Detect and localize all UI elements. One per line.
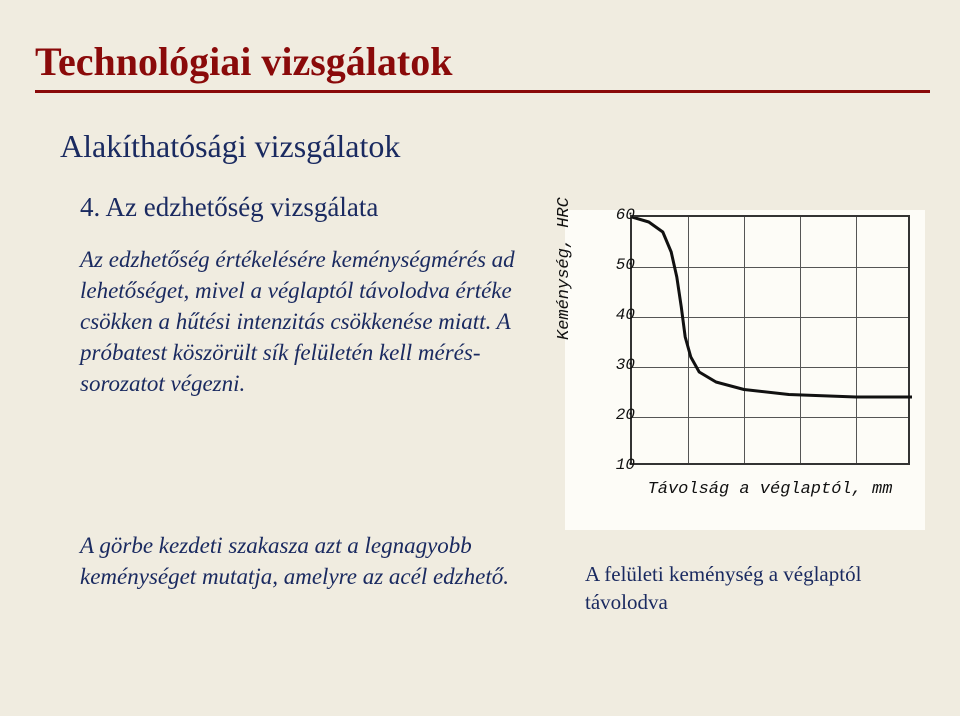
chart-y-tick: 20 <box>616 406 635 424</box>
chart-y-tick: 10 <box>616 456 635 474</box>
chart-container: Keménység, HRC 102030405060 Távolság a v… <box>565 210 925 530</box>
page-title: Technológiai vizsgálatok <box>35 38 452 85</box>
paragraph-2: A görbe kezdeti szakasza azt a legnagyob… <box>80 530 525 592</box>
chart-plot-area <box>630 215 910 465</box>
subtitle: Alakíthatósági vizsgálatok <box>60 128 400 165</box>
paragraph-1: Az edzhetőség értékelésére keménységméré… <box>80 244 525 399</box>
chart-y-tick: 60 <box>616 206 635 224</box>
chart-curve <box>632 217 912 467</box>
title-underline <box>35 90 930 93</box>
chart-x-axis-label: Távolság a véglaptól, mm <box>630 480 910 499</box>
chart-y-tick: 30 <box>616 356 635 374</box>
chart-caption: A felületi keménység a véglaptól távolod… <box>585 560 920 617</box>
chart-y-tick: 40 <box>616 306 635 324</box>
chart-y-tick: 50 <box>616 256 635 274</box>
chart-y-axis-label: Keménység, HRC <box>555 197 574 340</box>
section-heading: 4. Az edzhetőség vizsgálata <box>80 192 378 223</box>
